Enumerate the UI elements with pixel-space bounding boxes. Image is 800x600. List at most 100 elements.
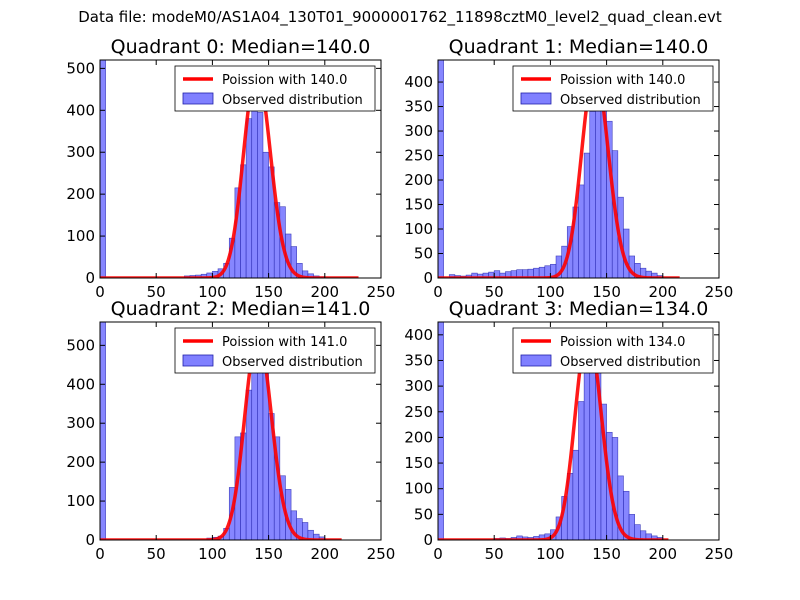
legend-line-label: Poission with 140.0 — [560, 73, 685, 88]
axes-frame — [437, 321, 720, 541]
y-tick-label: 300 — [66, 143, 95, 161]
histogram-bar — [100, 60, 106, 278]
x-tick-label: 100 — [198, 283, 227, 301]
x-tick-label: 100 — [536, 283, 565, 301]
histogram-bar — [290, 246, 297, 278]
poisson-curve — [438, 68, 681, 278]
plot-content — [438, 322, 670, 540]
x-tick-label: 0 — [95, 283, 105, 301]
legend-bar-swatch — [520, 354, 552, 367]
x-tick-label: 150 — [254, 545, 283, 563]
subplot-title: Quadrant 2: Median=141.0 — [111, 298, 371, 320]
histogram-bar — [628, 514, 636, 540]
y-tick-label: 500 — [66, 59, 95, 77]
y-tick-label: 400 — [66, 101, 95, 119]
x-tick-label: 250 — [367, 545, 396, 563]
y-tick-label: 250 — [404, 403, 433, 421]
y-tick-label: 0 — [85, 269, 95, 287]
x-tick-label: 200 — [310, 545, 339, 563]
legend-bar-swatch — [520, 92, 552, 105]
y-tick-label: 250 — [404, 147, 433, 165]
axes-frame — [437, 59, 720, 279]
x-tick-label: 0 — [433, 283, 443, 301]
figure-suptitle: Data file: modeM0/AS1A04_130T01_90000017… — [78, 8, 722, 26]
histogram-bar — [589, 357, 596, 540]
plot-content — [100, 322, 343, 540]
y-tick-label: 100 — [404, 480, 433, 498]
poisson-curve — [438, 330, 670, 540]
x-tick-label: 50 — [485, 545, 504, 563]
y-tick-label: 200 — [66, 185, 95, 203]
legend-bar-swatch — [182, 354, 214, 367]
x-tick-label: 150 — [592, 545, 621, 563]
legend: Poission with 134.0 Observed distribution — [512, 327, 714, 374]
y-tick-label: 200 — [404, 171, 433, 189]
legend: Poission with 140.0 Observed distribution — [512, 65, 714, 112]
x-tick-label: 100 — [536, 545, 565, 563]
y-tick-label: 400 — [66, 375, 95, 393]
y-tick-label: 150 — [404, 196, 433, 214]
subplot-quadrant-2: 0 50 100 150 200 250 0 100 200 300 400 500 Quadrant … — [66, 298, 395, 563]
legend-line-label: Poission with 141.0 — [222, 335, 347, 350]
y-tick-label: 50 — [414, 505, 433, 523]
subplot-quadrant-3: 0 50 100 150 200 250 0 50 100 150 200 250 300 350 400 Q… — [404, 298, 733, 563]
legend: Poission with 141.0 Observed distribution — [174, 327, 376, 374]
legend-bar-label: Observed distribution — [222, 355, 363, 370]
histogram-bar — [589, 111, 596, 278]
histogram-bar — [245, 118, 253, 278]
poisson-curve — [100, 333, 343, 540]
x-tick-label: 200 — [310, 283, 339, 301]
histogram-bar — [251, 110, 258, 278]
histogram-bar — [262, 151, 269, 278]
y-tick-label: 500 — [66, 336, 95, 354]
legend-bar-label: Observed distribution — [222, 93, 363, 108]
y-tick-label: 400 — [404, 326, 433, 344]
y-tick-label: 100 — [66, 492, 95, 510]
x-tick-label: 150 — [254, 283, 283, 301]
y-tick-label: 100 — [66, 227, 95, 245]
legend-line-label: Poission with 134.0 — [560, 335, 685, 350]
axes-frame — [99, 321, 382, 541]
x-tick-label: 250 — [705, 545, 734, 563]
histogram-bar — [100, 322, 106, 540]
histogram-bar — [578, 401, 585, 540]
y-tick-label: 0 — [423, 269, 433, 287]
legend-line-label: Poission with 140.0 — [222, 73, 347, 88]
subplot-quadrant-1: 0 50 100 150 200 250 0 50 100 150 200 250 300 350 400 Q… — [404, 36, 733, 301]
histogram-bar — [257, 112, 264, 278]
histogram-bar — [572, 449, 579, 540]
histogram-bar — [583, 152, 591, 278]
y-tick-label: 0 — [423, 531, 433, 549]
y-tick-label: 300 — [404, 122, 433, 140]
legend-bar-label: Observed distribution — [560, 355, 701, 370]
histogram-bar — [438, 60, 444, 278]
y-tick-label: 150 — [404, 454, 433, 472]
y-tick-label: 0 — [85, 531, 95, 549]
histogram-bar — [578, 184, 585, 278]
y-tick-label: 400 — [404, 73, 433, 91]
x-tick-label: 0 — [433, 545, 443, 563]
y-tick-label: 300 — [66, 414, 95, 432]
axes-frame — [99, 59, 382, 279]
legend-bar-swatch — [182, 92, 214, 105]
x-tick-label: 50 — [147, 545, 166, 563]
legend-bar-label: Observed distribution — [560, 93, 701, 108]
histogram-bar — [634, 524, 641, 540]
subplot-title: Quadrant 0: Median=140.0 — [111, 36, 371, 58]
y-tick-label: 300 — [404, 377, 433, 395]
histogram-bar — [251, 345, 258, 540]
subplot-quadrant-0: 0 50 100 150 200 250 0 100 200 300 400 500 Quadrant … — [66, 36, 395, 301]
x-tick-label: 0 — [95, 545, 105, 563]
x-tick-label: 200 — [648, 283, 677, 301]
histogram-bar — [595, 81, 602, 278]
y-tick-label: 50 — [414, 245, 433, 263]
x-tick-label: 250 — [367, 283, 396, 301]
histogram-bar — [583, 365, 591, 540]
y-tick-label: 350 — [404, 98, 433, 116]
y-tick-label: 200 — [404, 428, 433, 446]
histogram-bar — [245, 389, 253, 540]
histogram-bar — [438, 322, 444, 540]
subplot-title: Quadrant 1: Median=140.0 — [449, 36, 709, 58]
y-tick-label: 100 — [404, 220, 433, 238]
